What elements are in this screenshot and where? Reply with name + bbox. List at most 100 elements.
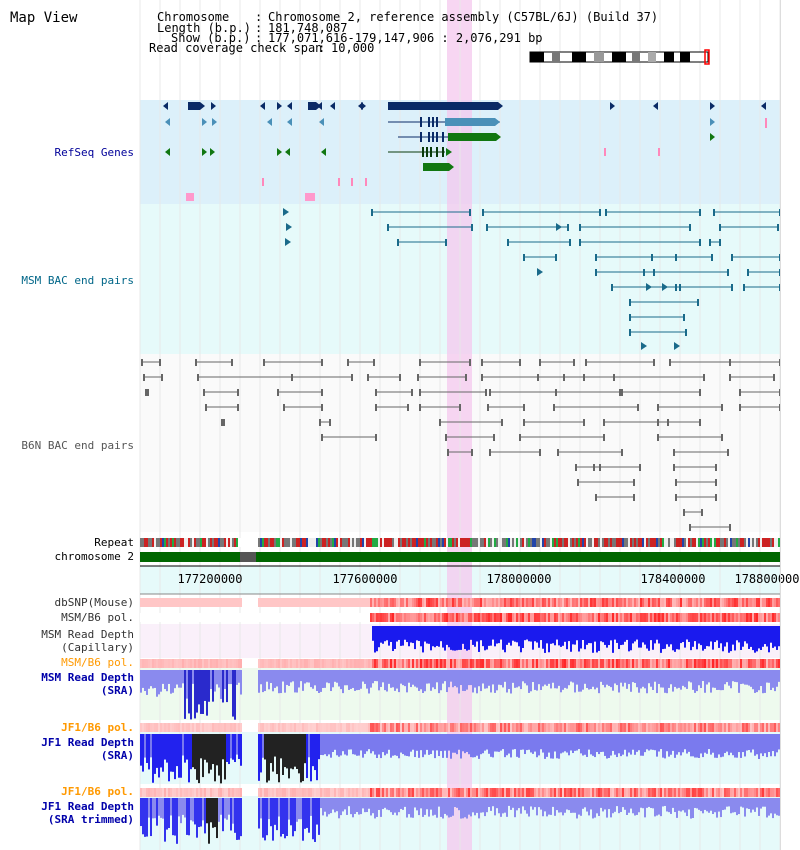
pol-cell	[210, 788, 212, 797]
depth-bar	[756, 734, 758, 755]
depth-bar	[348, 734, 350, 750]
depth-bar	[754, 798, 756, 812]
depth-bar	[760, 798, 762, 809]
depth-bar	[230, 734, 232, 759]
depth-bar	[654, 670, 656, 682]
pol-cell	[622, 788, 624, 797]
track-label-jf1-b6-pol-1[interactable]: JF1/B6 pol.	[61, 721, 134, 734]
pol-cell	[638, 613, 640, 622]
track-label-b6n-bac[interactable]: B6N BAC end pairs	[21, 439, 134, 452]
depth-bar	[508, 626, 510, 643]
track-label-msm-b6-pol-1[interactable]: MSM/B6 pol.	[61, 611, 134, 624]
track-label-jf1-depth-trim-1[interactable]: JF1 Read Depth	[41, 800, 134, 813]
pol-cell	[528, 598, 530, 607]
depth-bar	[766, 670, 768, 683]
track-label-jf1-depth-sra-1[interactable]: JF1 Read Depth	[41, 736, 134, 749]
track-label-refseq[interactable]: RefSeq Genes	[54, 146, 134, 159]
pol-cell	[628, 659, 630, 668]
bac-arrow	[674, 342, 680, 350]
depth-bar	[394, 734, 396, 756]
pol-cell	[492, 723, 494, 732]
depth-bar	[614, 734, 616, 755]
pol-cell	[368, 613, 370, 622]
pol-cell	[372, 788, 374, 797]
pol-cell	[710, 613, 712, 622]
track-label-dbsnp[interactable]: dbSNP(Mouse)	[54, 596, 134, 609]
depth-bar	[718, 670, 720, 690]
depth-bar	[356, 798, 358, 813]
track-label-chromosome[interactable]: chromosome 2	[54, 550, 134, 563]
pol-cell	[690, 659, 692, 668]
depth-bar	[372, 798, 374, 814]
repeat-block	[170, 538, 172, 547]
pol-cell	[706, 613, 708, 622]
depth-bar	[444, 626, 446, 651]
pol-cell	[442, 723, 444, 732]
pol-cell	[580, 659, 582, 668]
track-label-msm-b6-pol-2[interactable]: MSM/B6 pol.	[61, 656, 134, 669]
depth-bar	[186, 734, 188, 760]
pol-cell	[584, 788, 586, 797]
pol-cell	[158, 788, 160, 797]
pol-cell	[636, 788, 638, 797]
repeat-block	[458, 538, 460, 547]
pol-cell	[734, 723, 736, 732]
depth-bar	[554, 670, 556, 689]
depth-bar	[514, 670, 516, 688]
pol-cell	[156, 788, 158, 797]
pol-cell	[206, 613, 208, 622]
track-label-repeat[interactable]: Repeat	[94, 536, 134, 549]
pol-cell	[774, 788, 776, 797]
repeat-block	[754, 538, 756, 547]
gene-arrow	[211, 102, 216, 110]
pol-cell	[312, 598, 314, 607]
page-title: Map View	[10, 10, 78, 26]
pol-cell	[670, 788, 672, 797]
pol-cell	[426, 659, 428, 668]
chromosome-ideogram	[529, 49, 710, 65]
pol-cell	[392, 613, 394, 622]
depth-bar	[410, 626, 412, 643]
repeat-block	[416, 538, 418, 547]
depth-bar	[600, 670, 602, 682]
pol-cell	[178, 659, 180, 668]
pol-cell	[596, 598, 598, 607]
track-label-jf1-b6-pol-2[interactable]: JF1/B6 pol.	[61, 785, 134, 798]
pol-cell	[316, 659, 318, 668]
depth-bar	[726, 798, 728, 807]
pol-cell	[610, 598, 612, 607]
depth-bar	[418, 670, 420, 691]
pol-cell	[456, 788, 458, 797]
track-label-msm-depth-sra-1[interactable]: MSM Read Depth	[41, 671, 134, 684]
repeat-block	[176, 538, 178, 547]
depth-bar	[402, 626, 404, 646]
b6n-bac-end-pairs[interactable]	[141, 359, 781, 531]
pol-cell	[230, 598, 232, 607]
track-label-msm-bac[interactable]: MSM BAC end pairs	[21, 274, 134, 287]
pol-cell	[448, 598, 450, 607]
gene-marker	[351, 178, 353, 186]
pol-cell	[490, 723, 492, 732]
depth-bar	[270, 798, 272, 827]
pol-cell	[762, 613, 764, 622]
depth-bar	[716, 734, 718, 758]
pol-cell	[358, 659, 360, 668]
pol-cell	[634, 598, 636, 607]
pol-cell	[512, 659, 514, 668]
pol-cell	[294, 598, 296, 607]
depth-bar	[514, 734, 516, 750]
bac-end	[719, 224, 721, 231]
depth-bar	[670, 734, 672, 755]
pol-cell	[458, 598, 460, 607]
repeat-block	[650, 538, 652, 547]
track-label-msm-depth-cap-1[interactable]: MSM Read Depth	[41, 628, 134, 641]
refseq-genes[interactable]	[163, 102, 767, 201]
pol-cell	[458, 788, 460, 797]
pol-cell	[552, 613, 554, 622]
pol-cell	[214, 613, 216, 622]
depth-bar	[694, 734, 696, 758]
depth-bar	[262, 670, 264, 693]
depth-bar	[694, 626, 696, 642]
depth-bar	[292, 670, 294, 682]
repeat-block	[706, 538, 708, 547]
